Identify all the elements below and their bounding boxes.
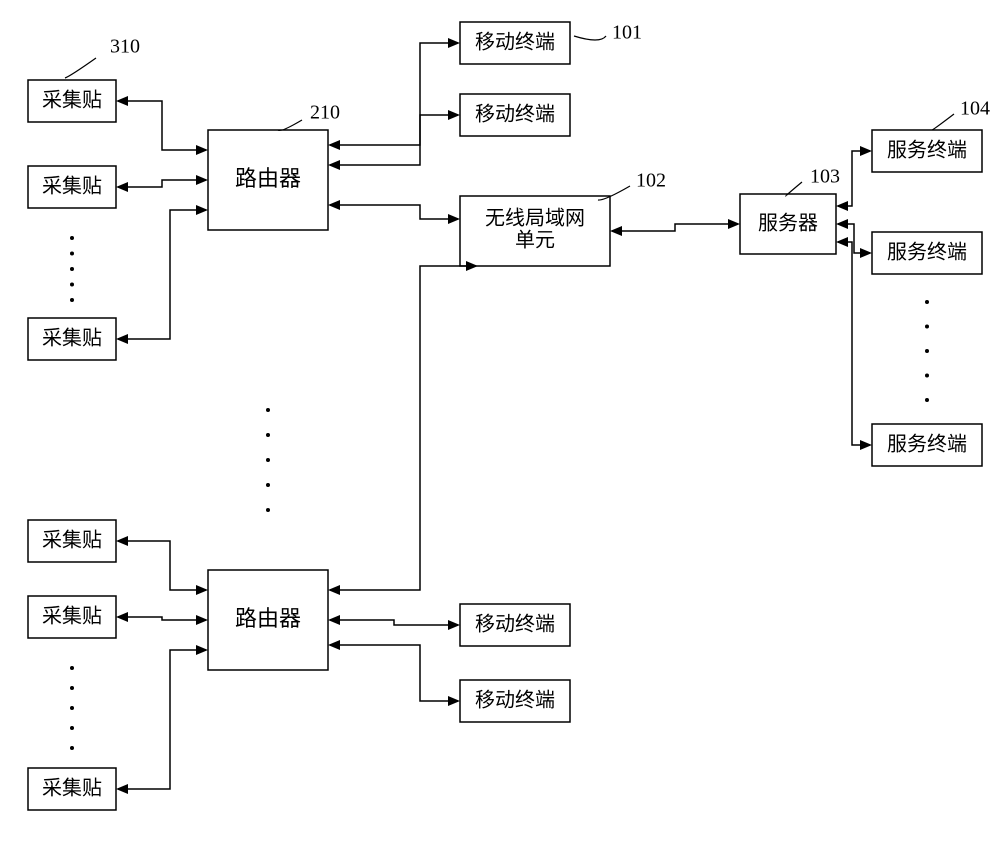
ellipsis-dot (925, 300, 929, 304)
node-mt_b1-label: 移动终端 (475, 613, 555, 636)
callout-310: 310 (110, 36, 140, 58)
ellipsis-dot (70, 726, 74, 730)
node-wlan-label-2: 单元 (515, 229, 555, 252)
node-sensor_b3-label: 采集贴 (42, 777, 102, 800)
ellipsis-dot (925, 374, 929, 378)
ellipsis-dot (266, 458, 270, 462)
node-wlan-label-1: 无线局域网 (485, 207, 585, 230)
node-mt_a1-label: 移动终端 (475, 31, 555, 54)
edge-router_b-wlan (330, 266, 476, 590)
ellipsis-dot (70, 298, 74, 302)
callout-210: 210 (310, 102, 340, 124)
node-mt_b2-label: 移动终端 (475, 689, 555, 712)
node-router_b-label: 路由器 (235, 606, 301, 631)
ellipsis-dot (70, 283, 74, 287)
edge-router_a-mt_a2 (330, 115, 458, 165)
ellipsis-dot (70, 236, 74, 240)
ellipsis-dot (925, 398, 929, 402)
node-svc_2-label: 服务终端 (887, 241, 967, 264)
edge-server-svc_2 (838, 224, 870, 253)
edge-sensor_b3-router_b (118, 650, 206, 789)
ellipsis-dot (70, 746, 74, 750)
callout-lead-101 (574, 36, 606, 40)
ellipsis-dot (70, 252, 74, 256)
edge-sensor_b1-router_b (118, 541, 206, 590)
node-sensor_a1-label: 采集贴 (42, 89, 102, 112)
edge-sensor_a3-router_a (118, 210, 206, 339)
callout-lead-104 (932, 114, 954, 130)
edge-server-svc_3 (838, 242, 870, 445)
node-sensor_a2-label: 采集贴 (42, 175, 102, 198)
ellipsis-dot (70, 706, 74, 710)
node-sensor_a3-label: 采集贴 (42, 327, 102, 350)
ellipsis-dot (70, 666, 74, 670)
callout-lead-310 (65, 58, 96, 78)
ellipsis-dot (70, 686, 74, 690)
node-router_a-label: 路由器 (235, 166, 301, 191)
edge-sensor_a2-router_a (118, 180, 206, 187)
edge-sensor_a1-router_a (118, 101, 206, 150)
edge-router_b-mt_b2 (330, 645, 458, 701)
node-mt_a2-label: 移动终端 (475, 103, 555, 126)
ellipsis-dot (266, 433, 270, 437)
edge-server-svc_1 (838, 151, 870, 206)
edge-router_a-wlan (330, 205, 458, 219)
edge-sensor_b2-router_b (118, 617, 206, 620)
callout-102: 102 (636, 170, 666, 192)
ellipsis-dot (925, 325, 929, 329)
node-server-label: 服务器 (758, 212, 818, 235)
edge-router_b-mt_b1 (330, 620, 458, 625)
node-svc_3-label: 服务终端 (887, 433, 967, 456)
ellipsis-dot (266, 483, 270, 487)
callout-101: 101 (612, 22, 642, 44)
node-sensor_b1-label: 采集贴 (42, 529, 102, 552)
ellipsis-dot (70, 267, 74, 271)
edge-router_a-mt_a1 (330, 43, 458, 145)
ellipsis-dot (266, 508, 270, 512)
node-sensor_b2-label: 采集贴 (42, 605, 102, 628)
callout-104: 104 (960, 98, 990, 120)
ellipsis-dot (925, 349, 929, 353)
ellipsis-dot (266, 408, 270, 412)
callout-103: 103 (810, 166, 840, 188)
node-svc_1-label: 服务终端 (887, 139, 967, 162)
edge-wlan-server (612, 224, 738, 231)
callout-lead-210 (278, 120, 302, 131)
